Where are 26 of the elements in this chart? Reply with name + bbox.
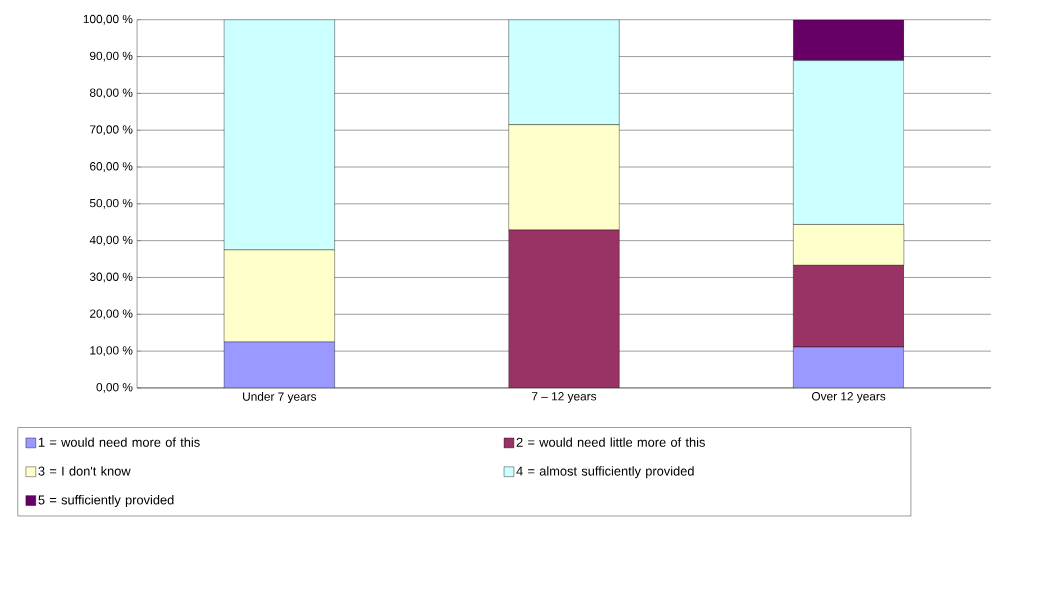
legend-label: 3 = I don't know [38,466,131,476]
bar [508,19,620,125]
y-tick-label: 10,00 % [90,346,133,356]
legend-label: 4 = almost sufficiently provided [516,466,694,479]
y-tick-label: 100,00 % [83,14,133,25]
bar [223,19,335,251]
y-tick-label: 40,00 % [89,235,133,246]
x-tick-label: 7 – 12 years [531,392,597,403]
y-tick-label: 0,00 % [96,383,133,393]
y-tick-label: 80,00 % [89,88,133,99]
bar [793,60,905,225]
y-tick-label: 20,00 % [90,309,133,320]
y-tick-label: 30,00 % [89,272,133,283]
legend-label: 2 = would need little more of this [516,437,705,447]
y-tick-label: 70,00 % [90,125,133,136]
x-tick-label: Over 12 years [811,392,886,403]
y-tick-label: 90,00 % [90,51,133,62]
y-tick-label: 50,00 % [89,198,133,209]
bar [793,265,905,348]
bar [508,229,620,388]
bar [223,341,335,388]
legend-label: 1 = would need more of this [38,437,200,447]
y-tick-label: 60,00 % [90,162,133,172]
legend-label: 5 = sufficiently provided [38,495,174,508]
bar [793,346,905,388]
x-tick-label: Under 7 years [243,392,317,404]
